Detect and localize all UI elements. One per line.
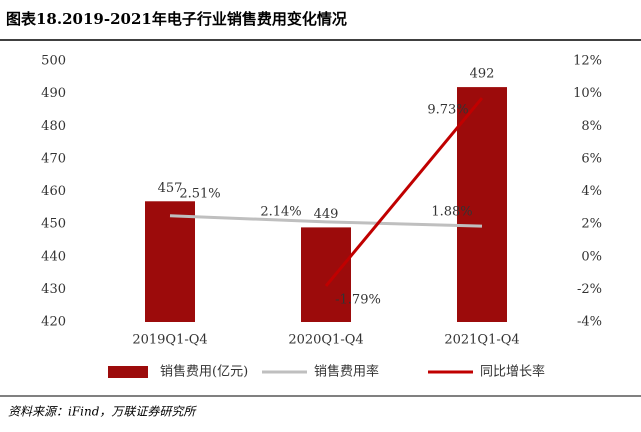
x-tick-label: 2021Q1-Q4: [444, 333, 519, 348]
bar: [145, 201, 195, 322]
line: [169, 214, 483, 228]
y2-tick-label: 12%: [573, 54, 602, 69]
x-tick-label: 2019Q1-Q4: [132, 333, 207, 348]
y2-tick-label: 6%: [581, 151, 602, 166]
data-label: 457: [158, 181, 183, 196]
line: [324, 97, 484, 287]
y2-tick-label: 4%: [581, 184, 602, 199]
y-tick-label: 470: [41, 151, 66, 166]
data-label: -1.79%: [335, 292, 381, 307]
y-tick-label: 450: [41, 217, 66, 232]
y2-tick-label: 2%: [581, 217, 602, 232]
y-tick-label: 420: [41, 315, 66, 330]
data-label: 1.88%: [431, 205, 472, 220]
source: 资料来源：iFind，万联证券研究所: [8, 405, 197, 419]
data-label: 2.51%: [179, 186, 220, 201]
bar: [457, 87, 507, 322]
legend-label: 销售费用(亿元): [160, 364, 248, 380]
data-label: 2.14%: [260, 204, 301, 219]
data-label: 449: [314, 207, 339, 222]
legend-label: 同比增长率: [480, 364, 545, 380]
y-tick-label: 440: [41, 249, 66, 264]
bar: [301, 227, 351, 322]
y-tick-label: 430: [41, 282, 66, 297]
y2-tick-label: 0%: [581, 249, 602, 264]
x-tick-label: 2020Q1-Q4: [288, 333, 363, 348]
chart-title: 图表18.2019-2021年电子行业销售费用变化情况: [6, 10, 347, 28]
y2-tick-label: 10%: [573, 86, 602, 101]
y-tick-label: 480: [41, 119, 66, 134]
y2-tick-label: -4%: [577, 315, 602, 330]
data-label: 9.73%: [427, 103, 468, 118]
y2-tick-label: -2%: [577, 282, 602, 297]
y-tick-label: 490: [41, 86, 66, 101]
y-tick-label: 460: [41, 184, 66, 199]
y2-tick-label: 8%: [581, 119, 602, 134]
y-tick-label: 500: [41, 54, 66, 69]
data-label: 492: [470, 67, 495, 82]
legend-label: 销售费用率: [314, 364, 379, 380]
legend-swatch: [108, 366, 148, 378]
